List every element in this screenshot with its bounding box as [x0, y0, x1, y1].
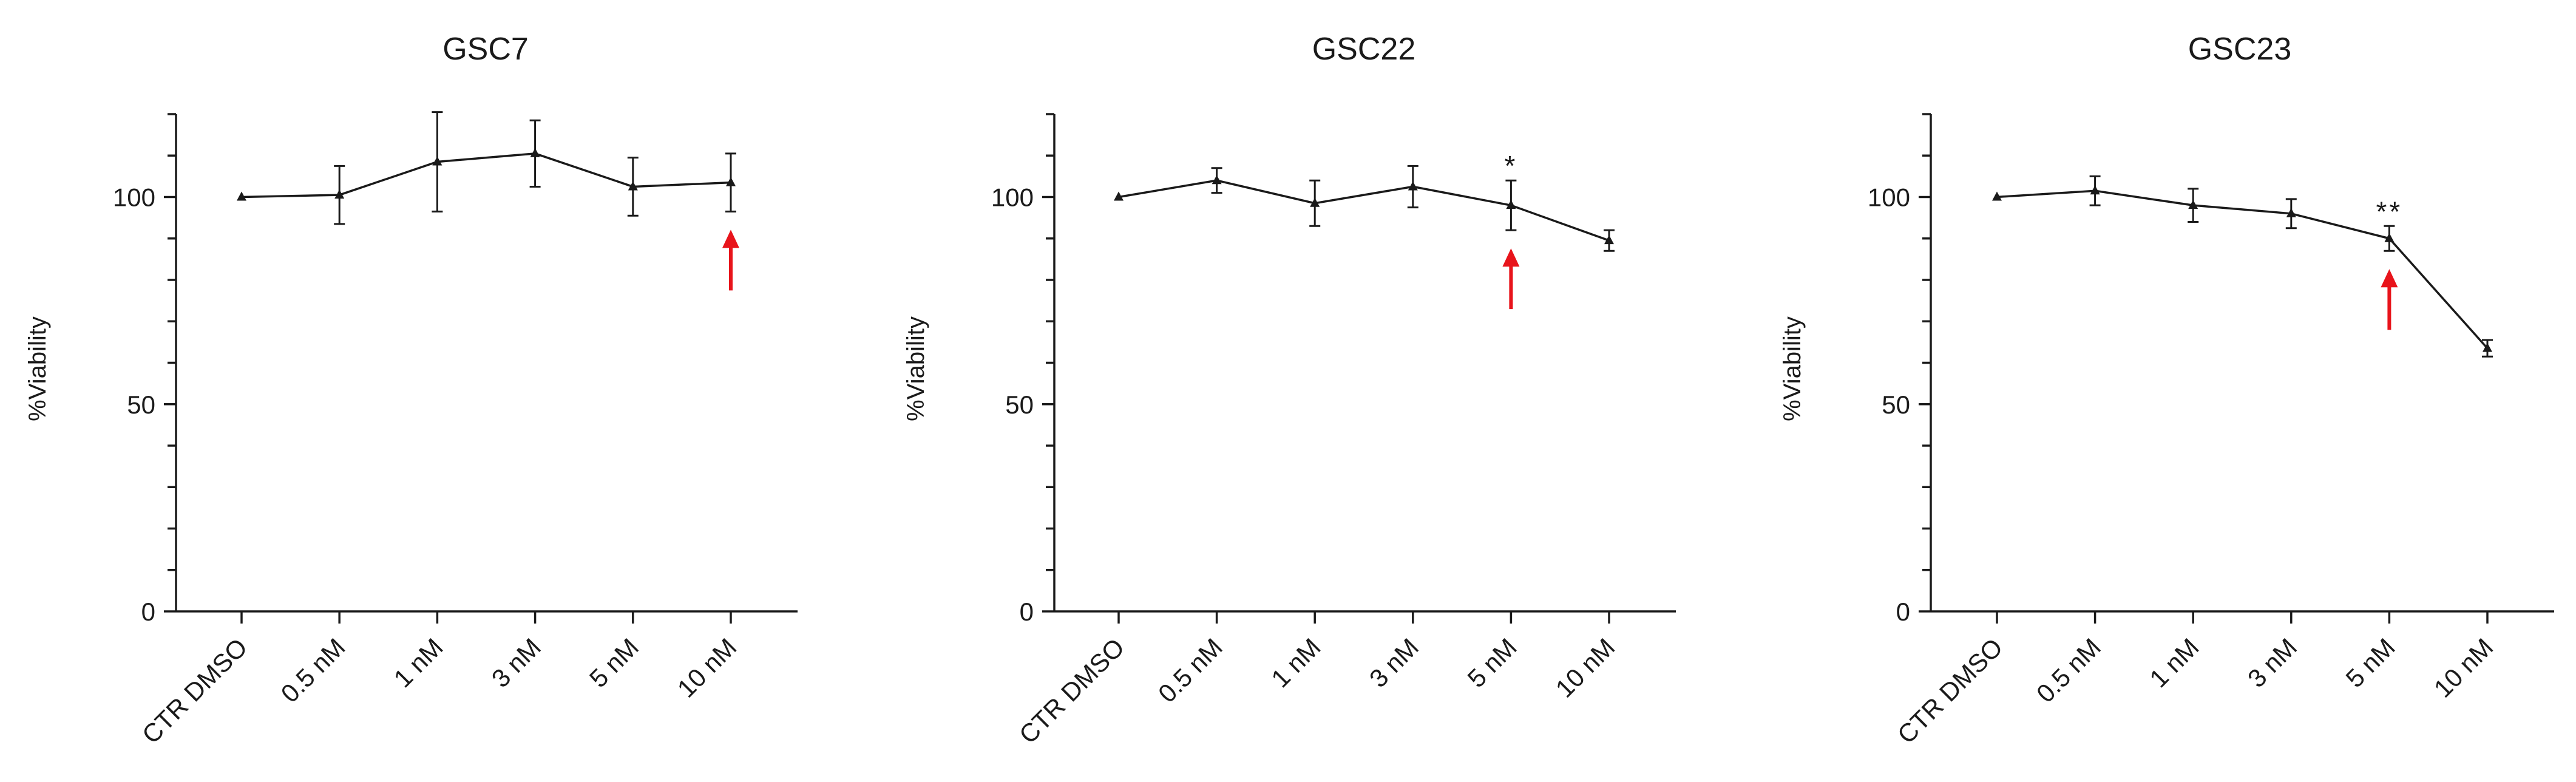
data-point	[237, 191, 246, 201]
y-tick-label: 50	[1882, 390, 1910, 419]
data-point	[1992, 191, 2002, 201]
data-point	[1604, 235, 1614, 245]
series-line	[1996, 189, 2489, 349]
arrow-head	[722, 229, 739, 248]
data-point	[530, 148, 540, 157]
data-point	[1212, 175, 1222, 185]
data-point	[2286, 208, 2296, 217]
chart-title: GSC23	[2188, 32, 2292, 67]
data-point	[1310, 197, 1320, 207]
data-point	[2483, 342, 2492, 352]
data-point	[2090, 185, 2100, 195]
y-tick-label: 100	[113, 183, 155, 212]
arrow-head	[1502, 248, 1520, 267]
y-tick-label: 100	[991, 183, 1034, 212]
data-point	[2188, 200, 2198, 209]
y-tick-label: 0	[141, 597, 155, 626]
y-tick-label: 50	[127, 390, 155, 419]
data-point	[1114, 191, 1124, 201]
series-line	[1118, 179, 1610, 242]
chart-title: GSC7	[442, 32, 529, 67]
y-tick-label: 0	[1020, 597, 1034, 626]
y-axis-label: %Viability	[24, 316, 51, 421]
series-line	[241, 152, 731, 199]
data-point	[1506, 200, 1516, 209]
significance-marker: **	[2376, 195, 2402, 227]
data-point	[2384, 233, 2395, 242]
data-point	[628, 181, 638, 191]
data-point	[726, 177, 736, 186]
y-tick-label: 100	[1868, 183, 1910, 212]
chart-title: GSC22	[1312, 32, 1416, 67]
arrow-head	[2381, 269, 2398, 288]
y-axis-label: %Viability	[903, 316, 929, 421]
data-point	[334, 189, 345, 199]
data-point	[1408, 181, 1418, 191]
data-point	[432, 156, 442, 166]
y-tick-label: 0	[1896, 597, 1910, 626]
significance-marker: *	[1504, 150, 1517, 182]
y-tick-label: 50	[1005, 390, 1034, 419]
y-axis-label: %Viability	[1779, 316, 1806, 421]
